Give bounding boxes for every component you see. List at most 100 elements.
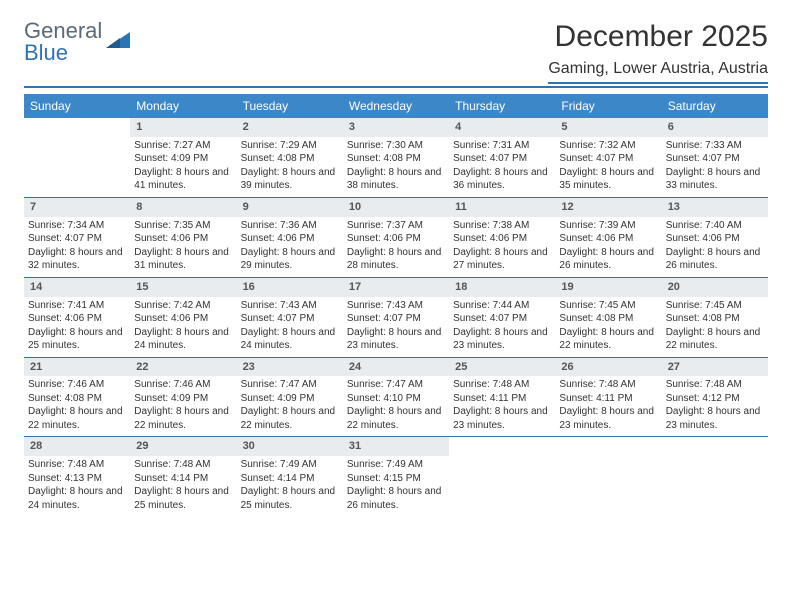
day-number: 18	[449, 278, 555, 297]
weekday-monday: Monday	[130, 94, 236, 118]
day-number: 23	[237, 358, 343, 377]
week-row: 21Sunrise: 7:46 AMSunset: 4:08 PMDayligh…	[24, 358, 768, 438]
day-body: Sunrise: 7:47 AMSunset: 4:10 PMDaylight:…	[343, 376, 449, 436]
sunset-text: Sunset: 4:07 PM	[453, 312, 551, 326]
day-body: Sunrise: 7:45 AMSunset: 4:08 PMDaylight:…	[555, 297, 661, 357]
daylight-text: Daylight: 8 hours and 24 minutes.	[241, 326, 339, 353]
day-cell: 14Sunrise: 7:41 AMSunset: 4:06 PMDayligh…	[24, 278, 130, 357]
daylight-text: Daylight: 8 hours and 41 minutes.	[134, 166, 232, 193]
day-number: 25	[449, 358, 555, 377]
daylight-text: Daylight: 8 hours and 33 minutes.	[666, 166, 764, 193]
day-number: 24	[343, 358, 449, 377]
daylight-text: Daylight: 8 hours and 23 minutes.	[453, 405, 551, 432]
sunrise-text: Sunrise: 7:42 AM	[134, 299, 232, 313]
day-body: Sunrise: 7:47 AMSunset: 4:09 PMDaylight:…	[237, 376, 343, 436]
day-number: 30	[237, 437, 343, 456]
day-cell: 26Sunrise: 7:48 AMSunset: 4:11 PMDayligh…	[555, 358, 661, 437]
title-block: December 2025 Gaming, Lower Austria, Aus…	[548, 20, 768, 84]
sunrise-text: Sunrise: 7:48 AM	[134, 458, 232, 472]
sunrise-text: Sunrise: 7:34 AM	[28, 219, 126, 233]
week-row: 28Sunrise: 7:48 AMSunset: 4:13 PMDayligh…	[24, 437, 768, 516]
day-body: Sunrise: 7:46 AMSunset: 4:09 PMDaylight:…	[130, 376, 236, 436]
day-number: 29	[130, 437, 236, 456]
day-body: Sunrise: 7:42 AMSunset: 4:06 PMDaylight:…	[130, 297, 236, 357]
sunset-text: Sunset: 4:06 PM	[347, 232, 445, 246]
daylight-text: Daylight: 8 hours and 26 minutes.	[666, 246, 764, 273]
sunset-text: Sunset: 4:07 PM	[347, 312, 445, 326]
daylight-text: Daylight: 8 hours and 23 minutes.	[666, 405, 764, 432]
daylight-text: Daylight: 8 hours and 22 minutes.	[559, 326, 657, 353]
day-body: Sunrise: 7:48 AMSunset: 4:11 PMDaylight:…	[555, 376, 661, 436]
sunrise-text: Sunrise: 7:41 AM	[28, 299, 126, 313]
day-body: Sunrise: 7:48 AMSunset: 4:11 PMDaylight:…	[449, 376, 555, 436]
daylight-text: Daylight: 8 hours and 22 minutes.	[347, 405, 445, 432]
day-body: Sunrise: 7:38 AMSunset: 4:06 PMDaylight:…	[449, 217, 555, 277]
day-number: 20	[662, 278, 768, 297]
day-cell: 20Sunrise: 7:45 AMSunset: 4:08 PMDayligh…	[662, 278, 768, 357]
daylight-text: Daylight: 8 hours and 22 minutes.	[666, 326, 764, 353]
title-rule	[24, 86, 768, 88]
day-cell: 12Sunrise: 7:39 AMSunset: 4:06 PMDayligh…	[555, 198, 661, 277]
day-cell: 23Sunrise: 7:47 AMSunset: 4:09 PMDayligh…	[237, 358, 343, 437]
weekday-header-row: Sunday Monday Tuesday Wednesday Thursday…	[24, 94, 768, 118]
day-cell	[555, 437, 661, 516]
day-number: 14	[24, 278, 130, 297]
day-body: Sunrise: 7:46 AMSunset: 4:08 PMDaylight:…	[24, 376, 130, 436]
day-number: 3	[343, 118, 449, 137]
sunrise-text: Sunrise: 7:38 AM	[453, 219, 551, 233]
day-number: 2	[237, 118, 343, 137]
day-body: Sunrise: 7:48 AMSunset: 4:14 PMDaylight:…	[130, 456, 236, 516]
day-number: 31	[343, 437, 449, 456]
sunset-text: Sunset: 4:12 PM	[666, 392, 764, 406]
sunset-text: Sunset: 4:14 PM	[241, 472, 339, 486]
day-body: Sunrise: 7:49 AMSunset: 4:15 PMDaylight:…	[343, 456, 449, 516]
day-cell: 27Sunrise: 7:48 AMSunset: 4:12 PMDayligh…	[662, 358, 768, 437]
weekday-wednesday: Wednesday	[343, 94, 449, 118]
daylight-text: Daylight: 8 hours and 32 minutes.	[28, 246, 126, 273]
weekday-tuesday: Tuesday	[237, 94, 343, 118]
month-title: December 2025	[548, 20, 768, 54]
logo: General Blue	[24, 20, 132, 64]
day-cell: 17Sunrise: 7:43 AMSunset: 4:07 PMDayligh…	[343, 278, 449, 357]
sunrise-text: Sunrise: 7:29 AM	[241, 139, 339, 153]
sunrise-text: Sunrise: 7:30 AM	[347, 139, 445, 153]
day-body: Sunrise: 7:41 AMSunset: 4:06 PMDaylight:…	[24, 297, 130, 357]
daylight-text: Daylight: 8 hours and 27 minutes.	[453, 246, 551, 273]
day-number: 27	[662, 358, 768, 377]
day-cell	[449, 437, 555, 516]
day-body: Sunrise: 7:37 AMSunset: 4:06 PMDaylight:…	[343, 217, 449, 277]
sunrise-text: Sunrise: 7:43 AM	[241, 299, 339, 313]
sunset-text: Sunset: 4:06 PM	[28, 312, 126, 326]
daylight-text: Daylight: 8 hours and 23 minutes.	[559, 405, 657, 432]
sunset-text: Sunset: 4:10 PM	[347, 392, 445, 406]
sunset-text: Sunset: 4:08 PM	[28, 392, 126, 406]
sunset-text: Sunset: 4:09 PM	[241, 392, 339, 406]
day-cell: 8Sunrise: 7:35 AMSunset: 4:06 PMDaylight…	[130, 198, 236, 277]
logo-part2: Blue	[24, 40, 68, 65]
day-cell: 25Sunrise: 7:48 AMSunset: 4:11 PMDayligh…	[449, 358, 555, 437]
day-cell: 2Sunrise: 7:29 AMSunset: 4:08 PMDaylight…	[237, 118, 343, 197]
day-number: 13	[662, 198, 768, 217]
day-number: 17	[343, 278, 449, 297]
sunset-text: Sunset: 4:14 PM	[134, 472, 232, 486]
day-number: 10	[343, 198, 449, 217]
sunset-text: Sunset: 4:06 PM	[559, 232, 657, 246]
day-cell: 19Sunrise: 7:45 AMSunset: 4:08 PMDayligh…	[555, 278, 661, 357]
day-number: 7	[24, 198, 130, 217]
weekday-thursday: Thursday	[449, 94, 555, 118]
location-label: Gaming, Lower Austria, Austria	[548, 60, 768, 84]
day-number: 15	[130, 278, 236, 297]
day-cell: 24Sunrise: 7:47 AMSunset: 4:10 PMDayligh…	[343, 358, 449, 437]
day-number: 11	[449, 198, 555, 217]
sunrise-text: Sunrise: 7:45 AM	[666, 299, 764, 313]
day-body: Sunrise: 7:34 AMSunset: 4:07 PMDaylight:…	[24, 217, 130, 277]
sunset-text: Sunset: 4:06 PM	[453, 232, 551, 246]
day-cell: 1Sunrise: 7:27 AMSunset: 4:09 PMDaylight…	[130, 118, 236, 197]
sunset-text: Sunset: 4:07 PM	[453, 152, 551, 166]
week-row: 7Sunrise: 7:34 AMSunset: 4:07 PMDaylight…	[24, 198, 768, 278]
sunrise-text: Sunrise: 7:46 AM	[28, 378, 126, 392]
daylight-text: Daylight: 8 hours and 24 minutes.	[28, 485, 126, 512]
sunset-text: Sunset: 4:06 PM	[134, 312, 232, 326]
sunrise-text: Sunrise: 7:49 AM	[241, 458, 339, 472]
day-cell	[24, 118, 130, 197]
